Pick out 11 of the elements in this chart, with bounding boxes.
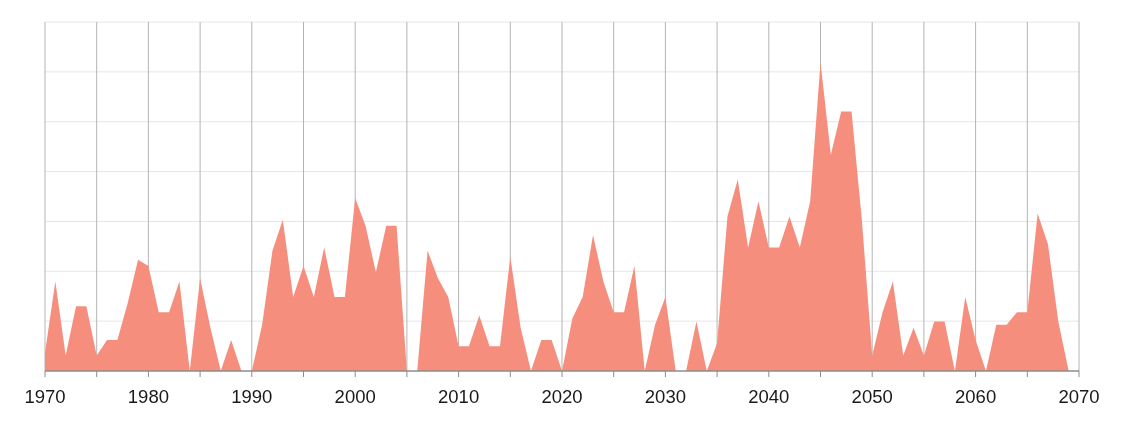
x-tick-label: 1980 (127, 386, 169, 408)
x-tick-label: 1990 (231, 386, 273, 408)
x-tick-label: 2060 (955, 386, 997, 408)
x-tick-label: 2010 (438, 386, 480, 408)
x-tick-label: 2000 (334, 386, 376, 408)
x-tick-label: 2050 (851, 386, 893, 408)
x-tick-label: 2070 (1058, 386, 1100, 408)
x-tick-label: 2020 (541, 386, 583, 408)
x-tick-label: 1970 (24, 386, 66, 408)
x-tick-label: 2040 (748, 386, 790, 408)
x-tick-label: 2030 (644, 386, 686, 408)
